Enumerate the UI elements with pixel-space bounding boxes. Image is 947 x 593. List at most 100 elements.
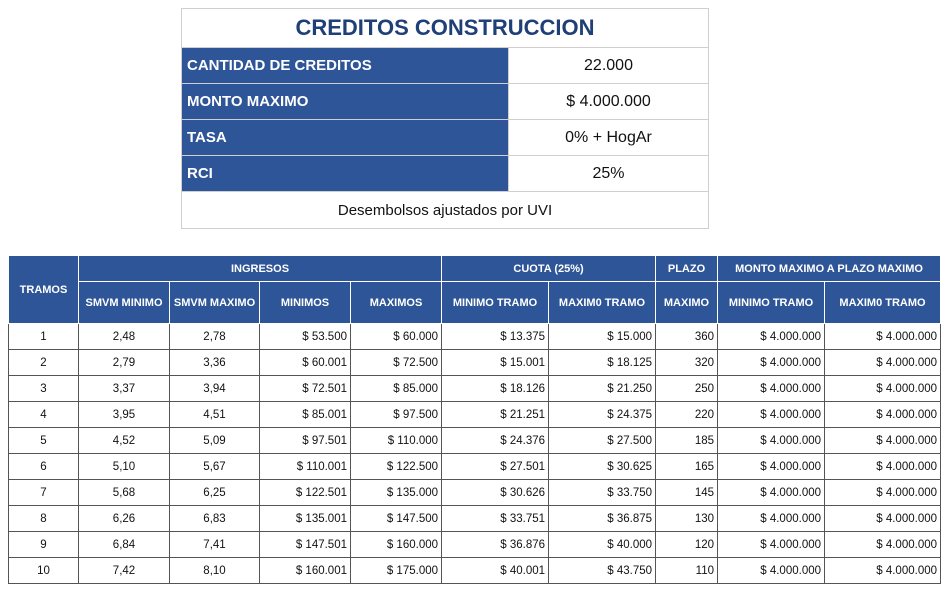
summary-value: 25% <box>508 155 709 192</box>
cell-smvm-maximo: 7,41 <box>169 531 260 558</box>
summary-note: Desembolsos ajustados por UVI <box>181 191 709 229</box>
cell-plazo: 145 <box>655 479 719 506</box>
cell-ingreso-minimo: $ 160.001 <box>259 557 351 584</box>
cell-monto-maximo: $ 4.000.000 <box>824 401 942 428</box>
cell-smvm-minimo: 3,95 <box>78 401 170 428</box>
table-row: 6 5,10 5,67 $ 110.001 $ 122.500 $ 27.501 $ 30.… <box>8 453 942 480</box>
cell-ingreso-minimo: $ 72.501 <box>259 375 351 402</box>
summary-row-tasa: TASA 0% + HogAr <box>181 119 709 156</box>
cell-tramo: 4 <box>8 401 79 428</box>
cell-ingreso-minimo: $ 147.501 <box>259 531 351 558</box>
summary-row-monto: MONTO MAXIMO $ 4.000.000 <box>181 83 709 120</box>
cell-monto-maximo: $ 4.000.000 <box>824 557 942 584</box>
cell-cuota-maximo: $ 27.500 <box>548 427 657 454</box>
table-row: 1 2,48 2,78 $ 53.500 $ 60.000 $ 13.375 $ 15.00… <box>8 323 942 350</box>
cell-monto-maximo: $ 4.000.000 <box>824 453 942 480</box>
cell-tramo: 6 <box>8 453 79 480</box>
cell-monto-maximo: $ 4.000.000 <box>824 375 942 402</box>
cell-cuota-maximo: $ 15.000 <box>548 323 657 350</box>
cell-tramo: 9 <box>8 531 79 558</box>
cell-smvm-minimo: 6,26 <box>78 505 170 532</box>
cell-ingreso-minimo: $ 135.001 <box>259 505 351 532</box>
table-row: 8 6,26 6,83 $ 135.001 $ 147.500 $ 33.751 $ 36.… <box>8 505 942 532</box>
cell-ingreso-maximo: $ 160.000 <box>349 531 443 558</box>
cell-cuota-maximo: $ 30.625 <box>548 453 657 480</box>
cell-tramo: 8 <box>8 505 79 532</box>
cell-tramo: 5 <box>8 427 79 454</box>
cell-monto-maximo: $ 4.000.000 <box>824 323 942 350</box>
cell-smvm-minimo: 5,10 <box>78 453 170 480</box>
cell-plazo: 360 <box>655 323 719 350</box>
cell-cuota-maximo: $ 24.375 <box>548 401 657 428</box>
summary-row-rci: RCI 25% <box>181 155 709 192</box>
cell-cuota-maximo: $ 36.875 <box>548 505 657 532</box>
cell-monto-minimo: $ 4.000.000 <box>717 453 826 480</box>
cell-cuota-minimo: $ 27.501 <box>441 453 550 480</box>
cell-plazo: 165 <box>655 453 719 480</box>
cell-monto-minimo: $ 4.000.000 <box>717 401 826 428</box>
cell-smvm-maximo: 6,25 <box>169 479 260 506</box>
cell-ingreso-maximo: $ 135.000 <box>349 479 443 506</box>
cell-ingreso-maximo: $ 147.500 <box>349 505 443 532</box>
cell-monto-maximo: $ 4.000.000 <box>824 531 942 558</box>
cell-cuota-minimo: $ 40.001 <box>441 557 550 584</box>
header-plazo: PLAZO <box>655 255 719 282</box>
cell-cuota-maximo: $ 43.750 <box>548 557 657 584</box>
cell-tramo: 1 <box>8 323 79 350</box>
cell-cuota-maximo: $ 33.750 <box>548 479 657 506</box>
table-row: 3 3,37 3,94 $ 72.501 $ 85.000 $ 18.126 $ 21.25… <box>8 375 942 402</box>
header-monto: MONTO MAXIMO A PLAZO MAXIMO <box>717 255 942 282</box>
summary-table: CREDITOS CONSTRUCCION CANTIDAD DE CREDIT… <box>181 8 709 229</box>
cell-cuota-minimo: $ 15.001 <box>441 349 550 376</box>
cell-tramo: 3 <box>8 375 79 402</box>
table-row: 9 6,84 7,41 $ 147.501 $ 160.000 $ 36.876 $ 40.… <box>8 531 942 558</box>
table-row: 2 2,79 3,36 $ 60.001 $ 72.500 $ 15.001 $ 18.12… <box>8 349 942 376</box>
header-tramos: TRAMOS <box>8 255 79 324</box>
header-monto-maximo: MAXIM0 TRAMO <box>824 281 942 324</box>
cell-smvm-minimo: 7,42 <box>78 557 170 584</box>
cell-plazo: 185 <box>655 427 719 454</box>
header-monto-minimo: MINIMO TRAMO <box>717 281 826 324</box>
header-ingresos: INGRESOS <box>77 255 443 282</box>
cell-plazo: 120 <box>655 531 719 558</box>
header-maximos: MAXIMOS <box>349 281 443 324</box>
summary-value: $ 4.000.000 <box>508 83 709 120</box>
cell-monto-minimo: $ 4.000.000 <box>717 323 826 350</box>
cell-monto-maximo: $ 4.000.000 <box>824 427 942 454</box>
cell-cuota-maximo: $ 21.250 <box>548 375 657 402</box>
cell-cuota-maximo: $ 40.000 <box>548 531 657 558</box>
cell-smvm-minimo: 3,37 <box>78 375 170 402</box>
summary-value: 0% + HogAr <box>508 119 709 156</box>
cell-ingreso-maximo: $ 97.500 <box>349 401 443 428</box>
cell-monto-maximo: $ 4.000.000 <box>824 505 942 532</box>
cell-plazo: 130 <box>655 505 719 532</box>
cell-cuota-minimo: $ 21.251 <box>441 401 550 428</box>
cell-ingreso-maximo: $ 85.000 <box>349 375 443 402</box>
header-cuota-minimo: MINIMO TRAMO <box>441 281 550 324</box>
cell-plazo: 250 <box>655 375 719 402</box>
cell-smvm-maximo: 3,94 <box>169 375 260 402</box>
table-row: 7 5,68 6,25 $ 122.501 $ 135.000 $ 30.626 $ 33.… <box>8 479 942 506</box>
cell-plazo: 110 <box>655 557 719 584</box>
cell-cuota-minimo: $ 13.375 <box>441 323 550 350</box>
summary-label: MONTO MAXIMO <box>181 83 509 120</box>
summary-row-cantidad: CANTIDAD DE CREDITOS 22.000 <box>181 47 709 84</box>
cell-ingreso-minimo: $ 53.500 <box>259 323 351 350</box>
cell-ingreso-maximo: $ 72.500 <box>349 349 443 376</box>
cell-monto-minimo: $ 4.000.000 <box>717 427 826 454</box>
cell-cuota-minimo: $ 30.626 <box>441 479 550 506</box>
cell-smvm-maximo: 6,83 <box>169 505 260 532</box>
cell-ingreso-maximo: $ 60.000 <box>349 323 443 350</box>
sub-header-row: SMVM MINIMO SMVM MAXIMO MINIMOS MAXIMOS … <box>9 281 942 324</box>
cell-tramo: 2 <box>8 349 79 376</box>
table-row: 10 7,42 8,10 $ 160.001 $ 175.000 $ 40.001 $ 43… <box>8 557 942 584</box>
cell-cuota-minimo: $ 36.876 <box>441 531 550 558</box>
cell-cuota-maximo: $ 18.125 <box>548 349 657 376</box>
summary-title: CREDITOS CONSTRUCCION <box>181 8 709 48</box>
header-plazo-maximo: MAXIMO <box>655 281 719 324</box>
cell-plazo: 220 <box>655 401 719 428</box>
header-cuota: CUOTA (25%) <box>441 255 657 282</box>
group-header-row: TRAMOS INGRESOS CUOTA (25%) PLAZO MONTO … <box>8 255 942 324</box>
cell-tramo: 7 <box>8 479 79 506</box>
summary-value: 22.000 <box>508 47 709 84</box>
